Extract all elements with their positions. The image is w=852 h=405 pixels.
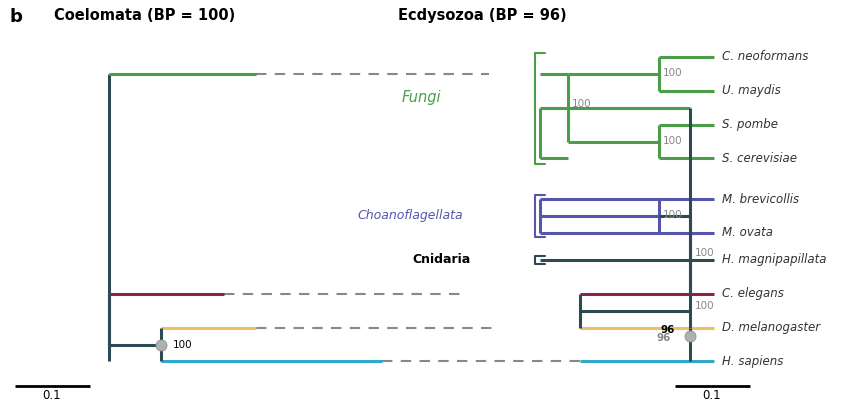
Text: 96: 96 [660,325,675,335]
Text: M. ovata: M. ovata [722,226,773,239]
Text: Coelomata (BP = 100): Coelomata (BP = 100) [55,8,235,23]
Text: 100: 100 [572,99,591,109]
Text: Fungi: Fungi [402,90,441,105]
Text: 100: 100 [663,136,682,146]
Text: S. cerevisiae: S. cerevisiae [722,152,797,165]
Text: 96: 96 [656,333,671,343]
Text: U. maydis: U. maydis [722,84,780,97]
Text: Ecdysozoa (BP = 96): Ecdysozoa (BP = 96) [398,8,567,23]
Text: 0.1: 0.1 [703,388,721,401]
Text: D. melanogaster: D. melanogaster [722,321,820,334]
Text: H. sapiens: H. sapiens [722,355,784,368]
Text: C. neoformans: C. neoformans [722,50,809,64]
Text: C. elegans: C. elegans [722,287,784,300]
Text: Cnidaria: Cnidaria [412,254,470,266]
Text: S. pombe: S. pombe [722,118,778,131]
Text: 100: 100 [173,339,193,350]
Text: b: b [9,8,22,26]
Text: H. magnipapillata: H. magnipapillata [722,254,826,266]
Text: 100: 100 [694,248,714,258]
Text: 0.1: 0.1 [43,388,61,401]
Text: 100: 100 [663,68,682,78]
Text: M. brevicollis: M. brevicollis [722,192,799,206]
Text: 100: 100 [663,210,682,220]
Text: Choanoflagellata: Choanoflagellata [357,209,463,222]
Text: 100: 100 [694,301,714,311]
